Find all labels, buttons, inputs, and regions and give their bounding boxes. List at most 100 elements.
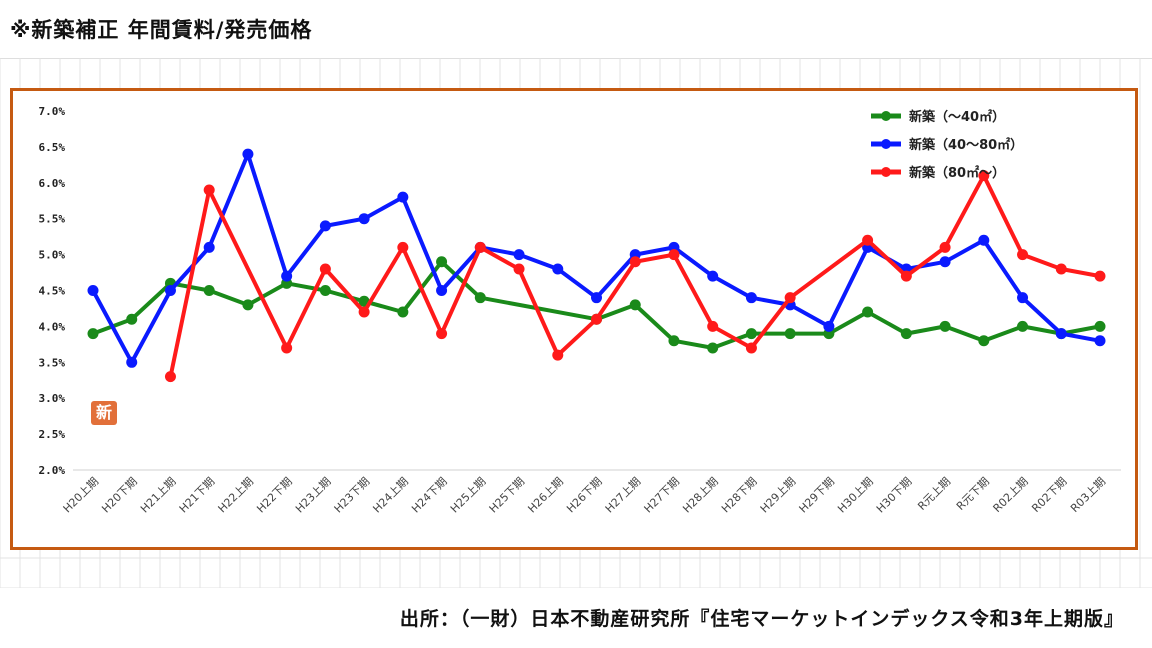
data-point — [978, 170, 990, 182]
source-citation: 出所：（一財）日本不動産研究所『住宅マーケットインデックス令和3年上期版』 — [399, 608, 1124, 630]
data-point — [319, 220, 331, 232]
data-point — [668, 335, 680, 347]
data-point — [397, 191, 409, 203]
x-tick-label: H23下期 — [332, 475, 373, 516]
x-tick-label: H27上期 — [603, 475, 644, 516]
data-point — [707, 320, 719, 332]
x-tick-label: H26上期 — [525, 475, 566, 516]
series-line-3 — [168, 173, 1101, 378]
data-point — [87, 285, 99, 296]
data-point — [591, 292, 602, 304]
x-tick-label: H27下期 — [642, 475, 683, 516]
x-tick-label: R02上期 — [991, 475, 1031, 515]
data-point — [862, 234, 874, 246]
x-tick-label: H23上期 — [293, 475, 334, 516]
x-tick-label: R03上期 — [1068, 475, 1108, 515]
data-point — [707, 342, 719, 354]
data-point — [1017, 320, 1029, 332]
x-tick-label: H28上期 — [680, 475, 721, 516]
page-title: ※新築補正 年間賃料/発売価格 — [10, 18, 313, 42]
x-tick-label: H24下期 — [409, 475, 450, 516]
chart-frame: 2.0% 2.5% 3.0% 3.5% 4.0% 4.5% 5.0% 5.5% 6.0% 6.5%… — [10, 88, 1138, 550]
data-point — [436, 285, 448, 296]
legend-marker — [881, 139, 891, 149]
data-point — [281, 270, 293, 282]
y-tick-label: 7.0% — [39, 105, 66, 118]
y-tick-label: 5.0% — [39, 249, 66, 262]
y-tick-label: 6.5% — [39, 141, 66, 154]
data-point — [319, 285, 331, 296]
legend-marker — [881, 167, 891, 177]
y-tick-label: 4.5% — [39, 285, 66, 298]
y-tick-label: 3.0% — [39, 392, 66, 405]
data-point — [939, 256, 951, 268]
data-point — [1055, 263, 1067, 275]
data-point — [164, 371, 176, 383]
data-point — [1094, 335, 1106, 347]
data-point — [745, 292, 757, 304]
data-point — [203, 184, 215, 196]
data-point — [629, 256, 641, 268]
data-point — [203, 241, 215, 253]
data-point — [939, 241, 951, 253]
y-tick-label: 3.5% — [39, 356, 66, 369]
data-point — [784, 328, 796, 340]
x-tick-label: R元上期 — [915, 475, 953, 513]
data-point — [164, 285, 176, 296]
x-tick-label: H20下期 — [99, 475, 140, 516]
data-point — [474, 241, 486, 253]
x-tick-label: H21下期 — [177, 475, 218, 516]
line-chart: 2.0% 2.5% 3.0% 3.5% 4.0% 4.5% 5.0% 5.5% 6.0% 6.5%… — [39, 105, 1121, 516]
x-tick-label: H28下期 — [719, 475, 760, 516]
x-tick-label: H21上期 — [138, 475, 179, 516]
legend-label: 新築（80㎡～） — [909, 165, 1005, 181]
x-tick-label: H30下期 — [874, 475, 915, 516]
y-tick-label: 5.5% — [39, 213, 66, 226]
data-point — [1094, 270, 1106, 282]
y-tick-label: 2.0% — [39, 464, 66, 477]
x-tick-label: H25上期 — [448, 475, 489, 516]
data-point — [397, 241, 409, 253]
data-point — [203, 285, 215, 296]
data-point — [978, 335, 990, 347]
y-tick-label: 4.0% — [39, 320, 66, 333]
x-tick-label: H26下期 — [564, 475, 605, 516]
data-point — [1017, 292, 1029, 304]
new-stamp-icon: 新 — [91, 401, 117, 425]
data-point — [358, 306, 370, 318]
data-point — [745, 342, 757, 354]
data-point — [1055, 328, 1067, 340]
data-point — [978, 234, 990, 246]
data-point — [513, 263, 525, 275]
data-point — [629, 299, 641, 311]
data-point — [823, 320, 835, 332]
data-point — [126, 356, 138, 368]
data-point — [436, 256, 448, 268]
x-tick-label: H30上期 — [835, 475, 876, 516]
data-point — [126, 313, 138, 325]
x-tick-label: H22下期 — [254, 475, 295, 516]
legend-marker — [881, 111, 891, 121]
data-point — [513, 249, 525, 261]
data-point — [745, 328, 757, 340]
x-tick-label: H22上期 — [216, 475, 257, 516]
data-point — [1094, 320, 1106, 332]
x-tick-label: H25下期 — [487, 475, 528, 516]
data-point — [242, 148, 254, 160]
data-point — [900, 270, 912, 282]
data-point — [319, 263, 331, 275]
x-tick-label: R02下期 — [1029, 475, 1069, 515]
data-point — [900, 328, 912, 340]
data-point — [552, 349, 564, 361]
data-point — [474, 292, 486, 304]
data-point — [591, 313, 602, 325]
data-point — [358, 213, 370, 225]
x-tick-label: H29上期 — [758, 475, 799, 516]
data-point — [707, 270, 719, 282]
legend-label: 新築（～40㎡） — [909, 109, 1005, 125]
legend-label: 新築（40～80㎡） — [909, 137, 1023, 153]
data-point — [939, 320, 951, 332]
data-point — [281, 342, 293, 354]
data-point — [1017, 249, 1029, 261]
y-tick-label: 2.5% — [39, 428, 66, 441]
